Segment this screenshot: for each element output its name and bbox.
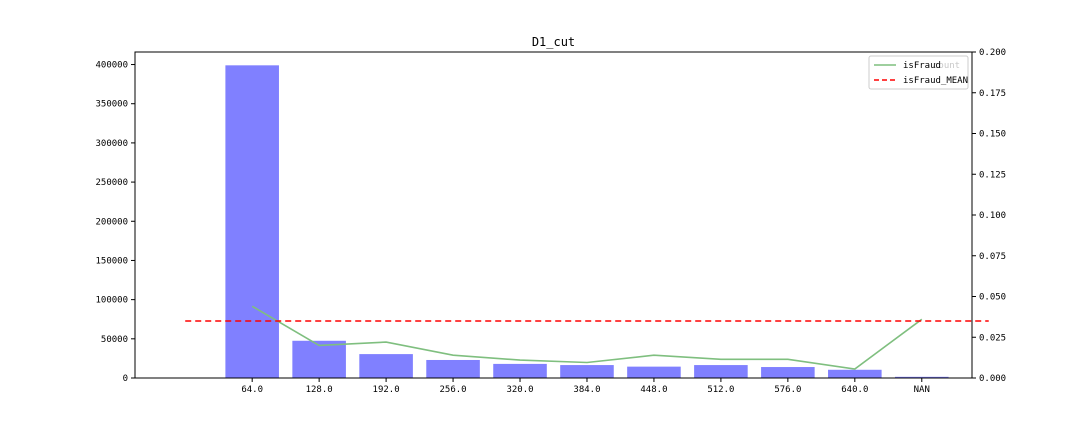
y-right-tick-label: 0.050 [979, 293, 1006, 303]
bar-NAN [894, 376, 949, 378]
y-right-tick-label: 0.075 [979, 252, 1006, 262]
bar-320.0 [493, 363, 547, 378]
y-left-tick-label: 200000 [95, 217, 128, 227]
y-left-tick-label: 400000 [95, 61, 128, 71]
y-left-tick-label: 0 [123, 374, 128, 384]
chart-title: D1_cut [532, 35, 575, 49]
legend-mean-label: isFraud_MEAN [903, 76, 968, 86]
x-tick-label: 576.0 [774, 385, 801, 395]
y-left-tick-label: 150000 [95, 256, 128, 266]
y-left-tick-label: 350000 [95, 100, 128, 110]
x-tick-label: 64.0 [241, 385, 263, 395]
bar-576.0 [761, 367, 815, 378]
bar-256.0 [426, 359, 480, 378]
y-right-tick-label: 0.000 [979, 374, 1006, 384]
bar-128.0 [292, 340, 346, 378]
legend-overlap-text: count [933, 61, 960, 71]
x-axis: 64.0 128.0 192.0 256.0 320.0 384.0 448.0 512.0 5… [241, 378, 930, 395]
x-tick-label: 512.0 [707, 385, 734, 395]
x-tick-label: 320.0 [506, 385, 533, 395]
y-right-tick-label: 0.175 [979, 89, 1006, 99]
bar-640.0 [828, 369, 882, 378]
y-right-tick-label: 0.200 [979, 48, 1006, 58]
y-right-tick-label: 0.025 [979, 333, 1006, 343]
y-axis-left: 0 50000 100000 150000 200000 250000 300000 3500… [95, 61, 135, 384]
y-left-tick-label: 300000 [95, 139, 128, 149]
x-tick-label: 448.0 [640, 385, 667, 395]
bar-448.0 [627, 366, 681, 378]
x-tick-label: 384.0 [573, 385, 600, 395]
bar-384.0 [560, 365, 614, 378]
isfraud-line [251, 305, 923, 370]
x-tick-label: 256.0 [440, 385, 467, 395]
x-tick-label: NAN [914, 385, 930, 395]
x-tick-label: 128.0 [306, 385, 333, 395]
y-right-tick-label: 0.150 [979, 130, 1006, 140]
y-left-tick-label: 50000 [101, 335, 128, 345]
legend-isfraud-label: isFraud [903, 61, 941, 71]
y-left-tick-label: 250000 [95, 178, 128, 188]
bar-series [225, 65, 949, 378]
x-tick-label: 192.0 [373, 385, 400, 395]
y-left-tick-label: 100000 [95, 296, 128, 306]
line-series [185, 305, 989, 370]
bar-512.0 [694, 365, 748, 378]
y-right-tick-label: 0.125 [979, 170, 1006, 180]
y-axis-right: 0.000 0.025 0.050 0.075 0.100 0.125 0.150 0.175… [972, 48, 1006, 384]
x-tick-label: 640.0 [841, 385, 868, 395]
y-right-tick-label: 0.100 [979, 211, 1006, 221]
bar-192.0 [359, 354, 413, 378]
bar-64.0 [225, 65, 279, 378]
